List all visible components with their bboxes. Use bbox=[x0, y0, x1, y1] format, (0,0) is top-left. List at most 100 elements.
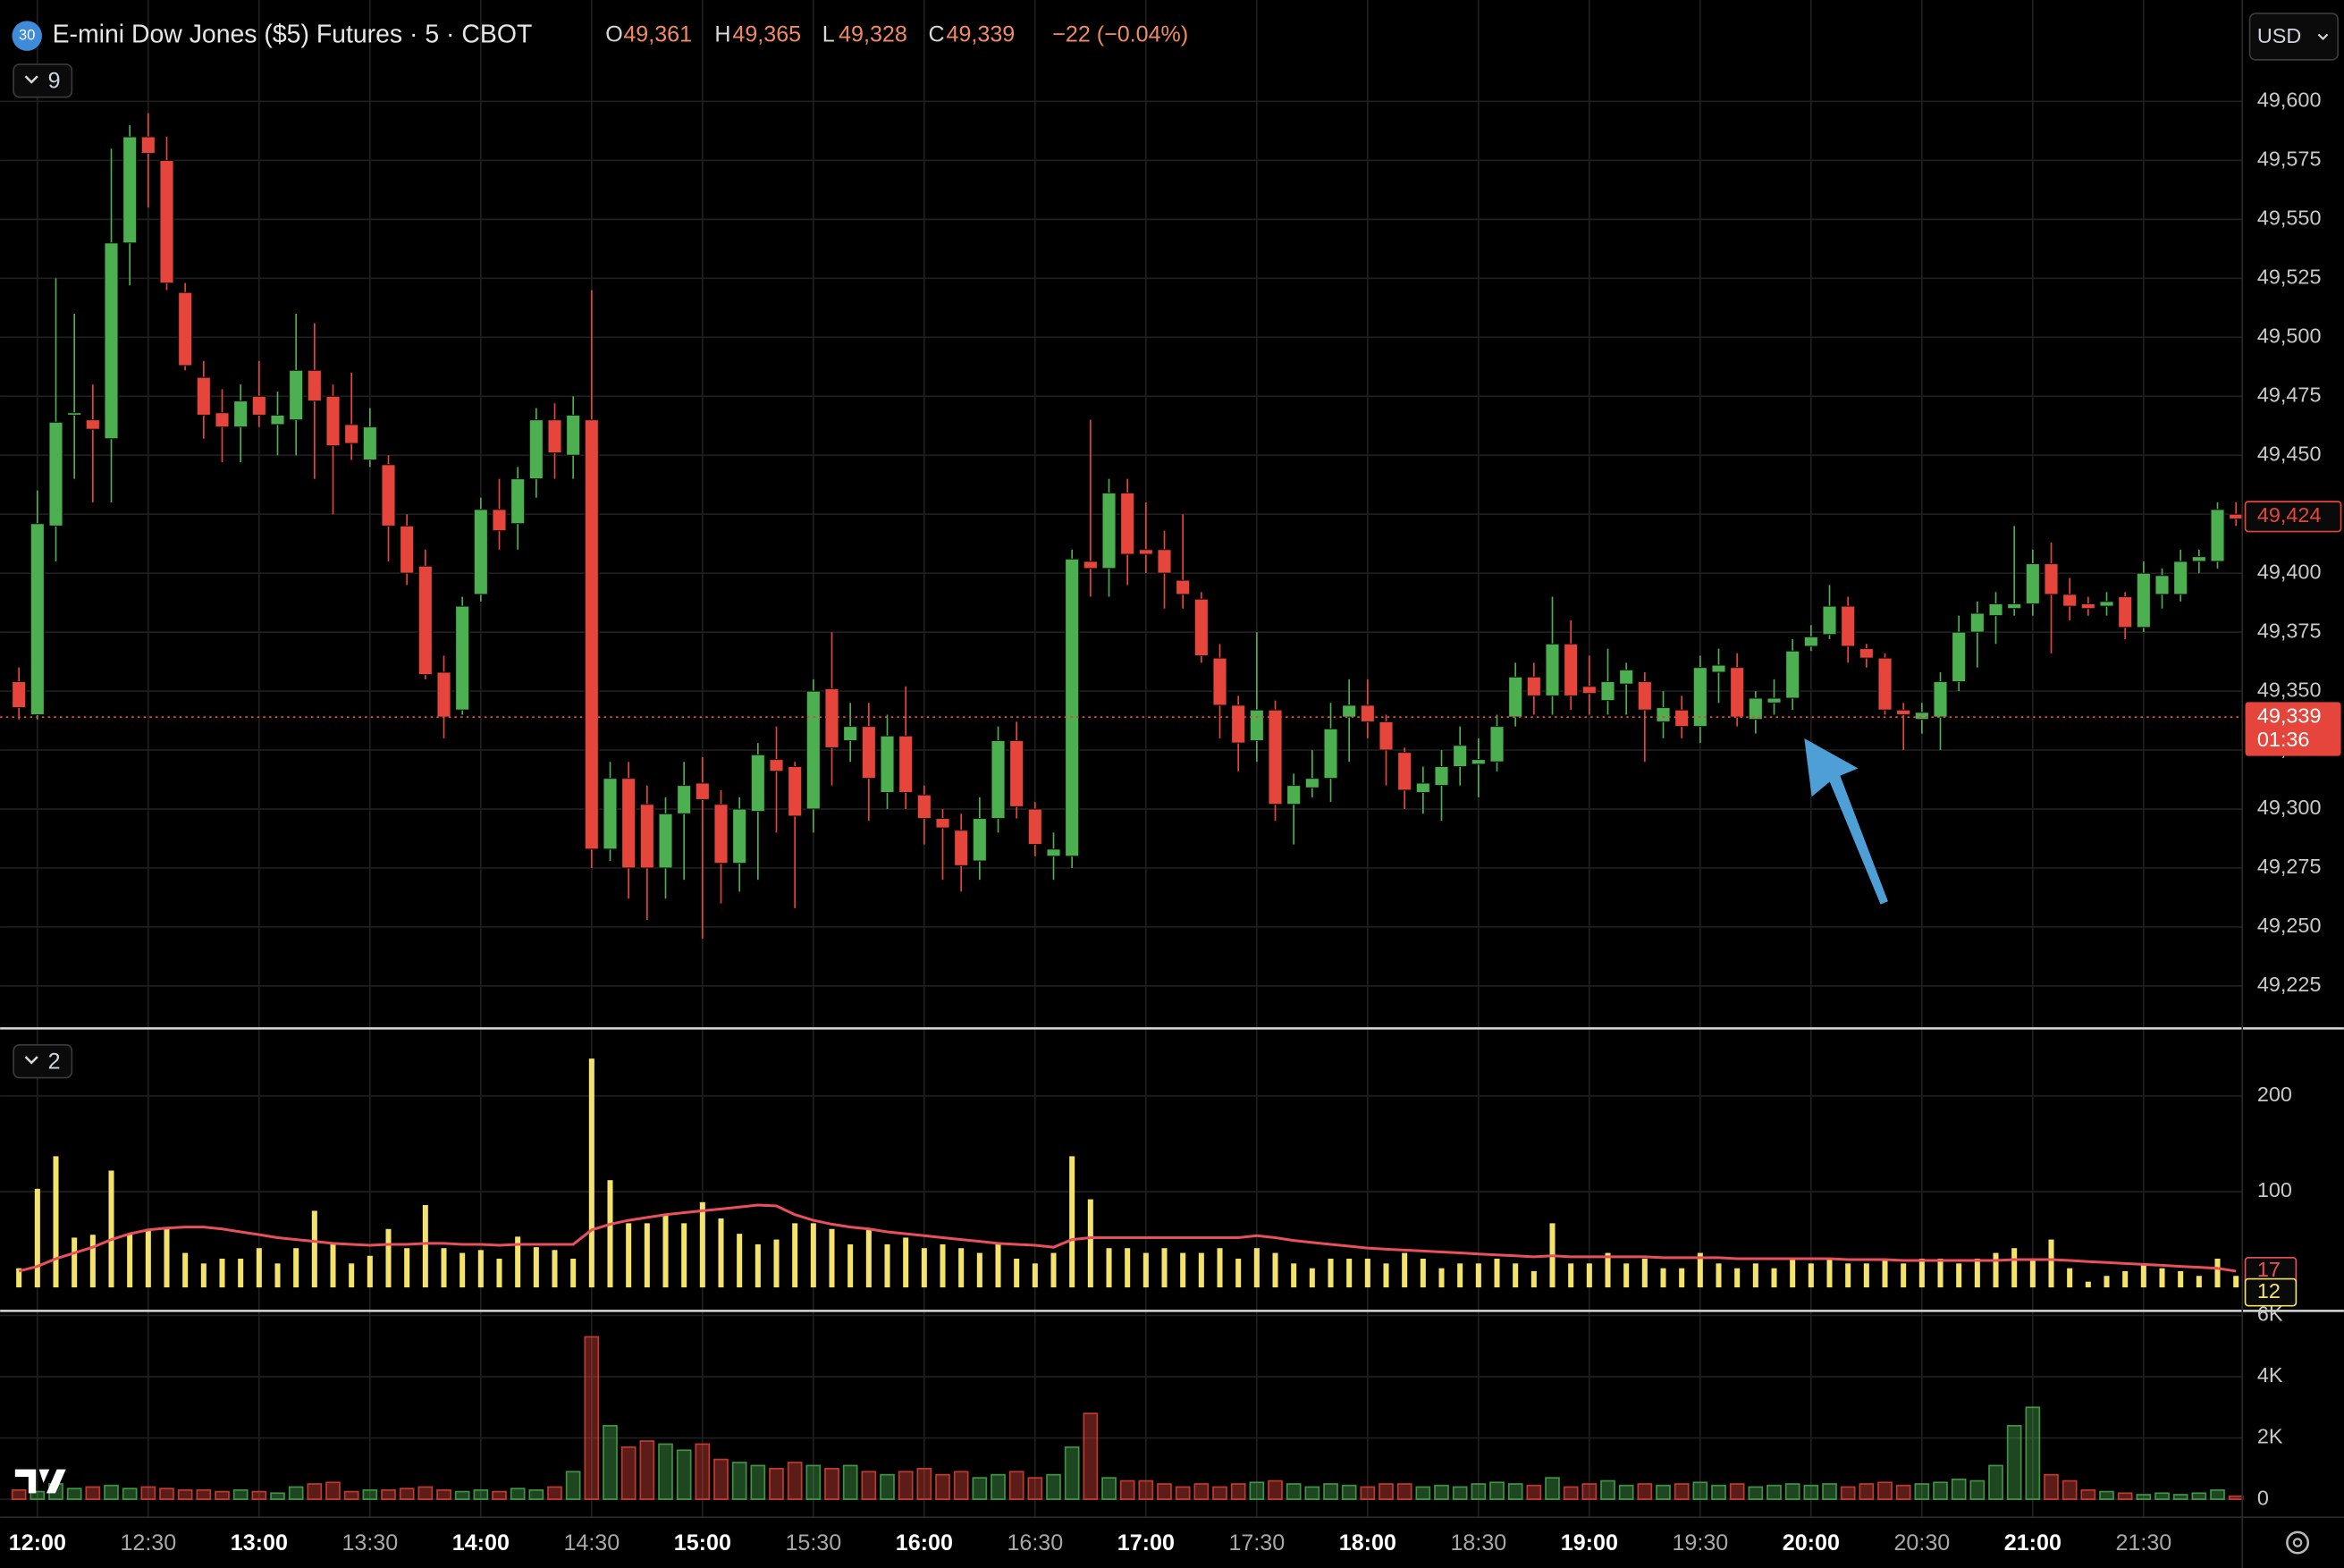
candle-body bbox=[991, 739, 1006, 820]
volume-bar bbox=[1790, 1258, 1796, 1288]
badge-text: 30 bbox=[19, 27, 36, 44]
candle-body bbox=[1822, 605, 1837, 636]
volume-bar bbox=[2136, 1494, 2152, 1500]
volume-bar bbox=[1748, 1486, 1764, 1500]
candle-body bbox=[2229, 513, 2244, 519]
volume-bar bbox=[903, 1237, 909, 1288]
candle-body bbox=[510, 478, 526, 525]
volume-bar bbox=[991, 1473, 1006, 1500]
volume-bar bbox=[1618, 1484, 1634, 1500]
volume-bar bbox=[1586, 1263, 1592, 1288]
x-tick-label: 19:30 bbox=[1672, 1530, 1728, 1555]
volume-bar bbox=[731, 1462, 747, 1500]
y-tick-label: 0 bbox=[2257, 1486, 2269, 1509]
candle-body bbox=[400, 525, 415, 574]
volume-bar bbox=[1008, 1471, 1024, 1500]
candle-body bbox=[473, 509, 488, 595]
volume-bar bbox=[164, 1228, 170, 1288]
countdown: 01:36 bbox=[2257, 728, 2310, 751]
indicator-toggle[interactable] bbox=[13, 1043, 73, 1079]
volume-bar bbox=[1452, 1486, 1468, 1500]
candle-body bbox=[1581, 686, 1597, 695]
settings-icon[interactable] bbox=[2286, 1530, 2310, 1555]
candle-body bbox=[1526, 676, 1541, 696]
volume-bar bbox=[1402, 1252, 1408, 1288]
volume-bar bbox=[1752, 1263, 1758, 1288]
volume-bar bbox=[477, 1250, 484, 1288]
volume-bar bbox=[584, 1336, 600, 1500]
candle-body bbox=[1231, 704, 1246, 744]
volume-bar bbox=[196, 1488, 212, 1500]
volume-bar bbox=[1341, 1484, 1357, 1500]
volume-bar bbox=[1360, 1486, 1376, 1500]
volume-bar bbox=[1822, 1483, 1837, 1500]
volume-bar bbox=[1716, 1263, 1722, 1288]
x-tick-label: 14:00 bbox=[452, 1530, 510, 1555]
volume-bar bbox=[1914, 1483, 1930, 1500]
volume-bar bbox=[1249, 1481, 1265, 1500]
candle-body bbox=[1969, 612, 1985, 633]
candle-body bbox=[307, 369, 322, 402]
volume-bar bbox=[422, 1205, 428, 1288]
logo[interactable] bbox=[14, 1469, 66, 1494]
y-tick-label: 49,400 bbox=[2257, 560, 2322, 583]
candle-body bbox=[1803, 636, 1818, 647]
candle-body bbox=[1286, 785, 1302, 805]
candle-body bbox=[1656, 707, 1671, 722]
volume-bar bbox=[1471, 1483, 1487, 1500]
candle-body bbox=[1453, 745, 1468, 768]
candle-body bbox=[1896, 709, 1911, 715]
volume-bar bbox=[89, 1235, 96, 1288]
volume-bar bbox=[603, 1424, 618, 1500]
volume-bar bbox=[865, 1228, 872, 1288]
candle-body bbox=[2154, 575, 2170, 595]
volume-bar bbox=[699, 1201, 705, 1288]
volume-bar bbox=[274, 1263, 281, 1288]
marks bbox=[0, 113, 2244, 1500]
candle-body bbox=[1711, 664, 1726, 673]
volume-bar bbox=[769, 1467, 784, 1500]
candle-body bbox=[2044, 563, 2059, 595]
volume-bar bbox=[330, 1243, 336, 1288]
x-tick-label: 15:00 bbox=[674, 1530, 731, 1555]
volume-bar bbox=[620, 1446, 637, 1500]
y-tick-label: 49,350 bbox=[2257, 678, 2322, 701]
candle-body bbox=[916, 794, 932, 820]
volume-bar bbox=[1328, 1258, 1334, 1288]
candle-body bbox=[85, 419, 100, 430]
volume-bar bbox=[140, 1486, 156, 1500]
volume-bar bbox=[1157, 1483, 1172, 1500]
candle-body bbox=[159, 159, 174, 284]
currency-button[interactable] bbox=[2248, 13, 2340, 61]
volume-bar bbox=[2196, 1276, 2202, 1288]
volume-bar bbox=[1803, 1484, 1819, 1500]
volume-bar bbox=[2104, 1276, 2110, 1288]
candle-body bbox=[1157, 549, 1172, 574]
axis: 12:00 12:30 13:00 13:30 14:00 14:30 15:00 15:30… bbox=[9, 89, 2342, 1555]
candle-body bbox=[1083, 561, 1098, 569]
volume-bar bbox=[1309, 1268, 1315, 1288]
volume-bar bbox=[1988, 1464, 2003, 1500]
volume-bar bbox=[976, 1252, 982, 1288]
candle-body bbox=[1766, 697, 1782, 704]
volume-bar bbox=[1235, 1258, 1242, 1288]
candle-body bbox=[1489, 726, 1505, 763]
volume-bar bbox=[232, 1488, 249, 1500]
chart-title[interactable]: E-mini Dow Jones ($5) Futures · 5 · CBOT bbox=[53, 21, 533, 49]
y-tick-label: 49,300 bbox=[2257, 796, 2322, 819]
indicator-count: 9 bbox=[48, 69, 61, 94]
candle-body bbox=[12, 681, 27, 709]
candle-body bbox=[30, 523, 45, 715]
volume-bar bbox=[200, 1263, 207, 1288]
candle-body bbox=[1176, 579, 1191, 595]
symbol-badge[interactable] bbox=[12, 21, 42, 51]
indicator-toggle[interactable] bbox=[13, 63, 73, 98]
candle-body bbox=[584, 419, 599, 850]
volume-bar bbox=[787, 1462, 803, 1500]
candle-body bbox=[178, 291, 193, 367]
ohlc-value: 49,328 bbox=[839, 22, 907, 47]
volume-bar bbox=[1956, 1263, 1962, 1288]
volume-bar bbox=[30, 1490, 46, 1500]
volume-bar bbox=[288, 1486, 304, 1500]
